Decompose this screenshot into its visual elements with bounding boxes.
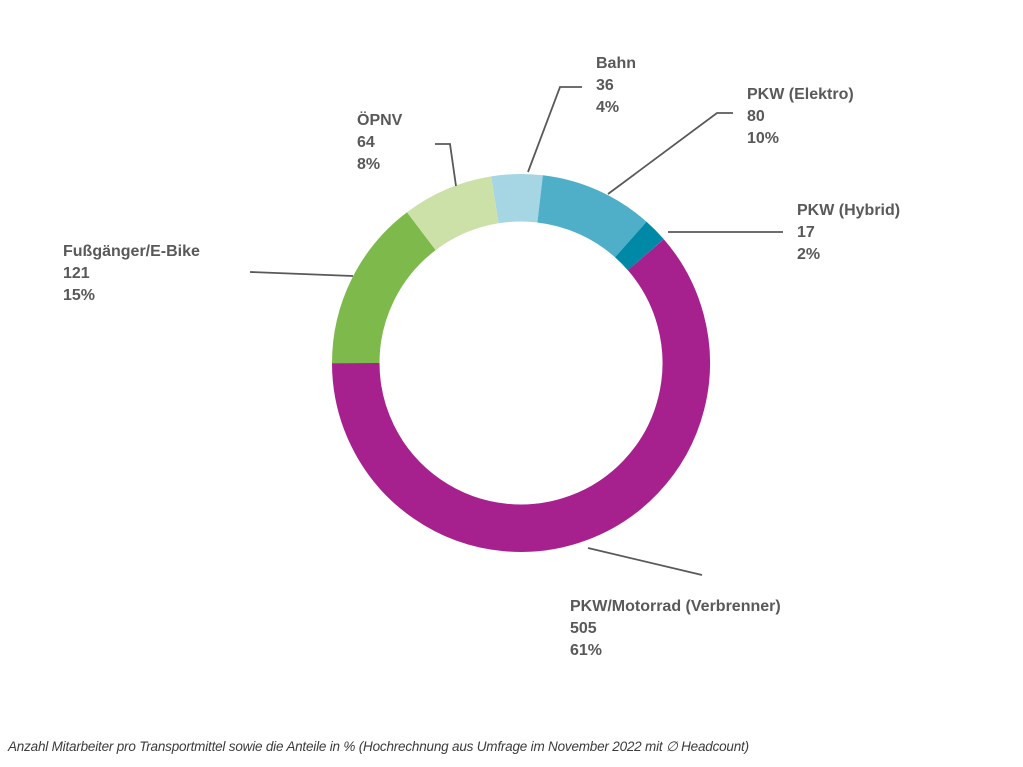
segment-label-bahn: Bahn 36 4% [596, 53, 636, 119]
leader-line-pkw-elektro [607, 112, 733, 195]
figure-caption: Anzahl Mitarbeiter pro Transportmittel s… [8, 739, 749, 754]
segment-percent: 15% [63, 287, 96, 304]
segment-name: Fußgänger/E-Bike [63, 243, 200, 260]
segment-percent: 2% [797, 246, 821, 263]
segment-name: PKW/Motorrad (Verbrenner) [570, 598, 781, 615]
segment-name: Bahn [596, 55, 636, 72]
segment-percent: 10% [747, 130, 780, 147]
donut-segment-pkw-elektro [536, 175, 647, 258]
segment-percent: 8% [357, 156, 381, 173]
segment-label-oepnv: ÖPNV 64 8% [357, 110, 402, 176]
leader-line-pkw-motorrad-verbrenner [587, 547, 703, 576]
donut-segment-pnv [407, 176, 500, 251]
donut-segment-pkw-hybrid [614, 221, 664, 271]
segment-name: ÖPNV [357, 112, 403, 129]
segment-value: 121 [63, 265, 90, 282]
segment-name: PKW (Elektro) [747, 86, 854, 103]
donut-segment-bahn [491, 174, 543, 224]
segment-value: 17 [797, 224, 815, 241]
segment-label-fussgaenger-e-bike: Fußgänger/E-Bike 121 15% [63, 241, 200, 307]
leader-line-bahn [527, 86, 582, 173]
segment-value: 505 [570, 620, 597, 637]
leader-line-fussgaenger-e-bike [249, 271, 354, 277]
leader-line-oepnv [435, 143, 457, 187]
segment-percent: 4% [596, 99, 620, 116]
segment-value: 80 [747, 108, 765, 125]
donut-segment-fu-g-nger-e-bike [332, 212, 437, 364]
segment-value: 64 [357, 134, 375, 151]
segment-value: 36 [596, 77, 614, 94]
segment-label-pkw-elektro: PKW (Elektro) 80 10% [747, 84, 854, 150]
segment-percent: 61% [570, 642, 603, 659]
segment-name: PKW (Hybrid) [797, 202, 901, 219]
segment-label-pkw-motorrad-verbrenner: PKW/Motorrad (Verbrenner) 505 61% [570, 596, 781, 662]
donut-segment-pkw-motorrad-verbrenner [332, 239, 710, 552]
segment-label-pkw-hybrid: PKW (Hybrid) 17 2% [797, 200, 900, 266]
